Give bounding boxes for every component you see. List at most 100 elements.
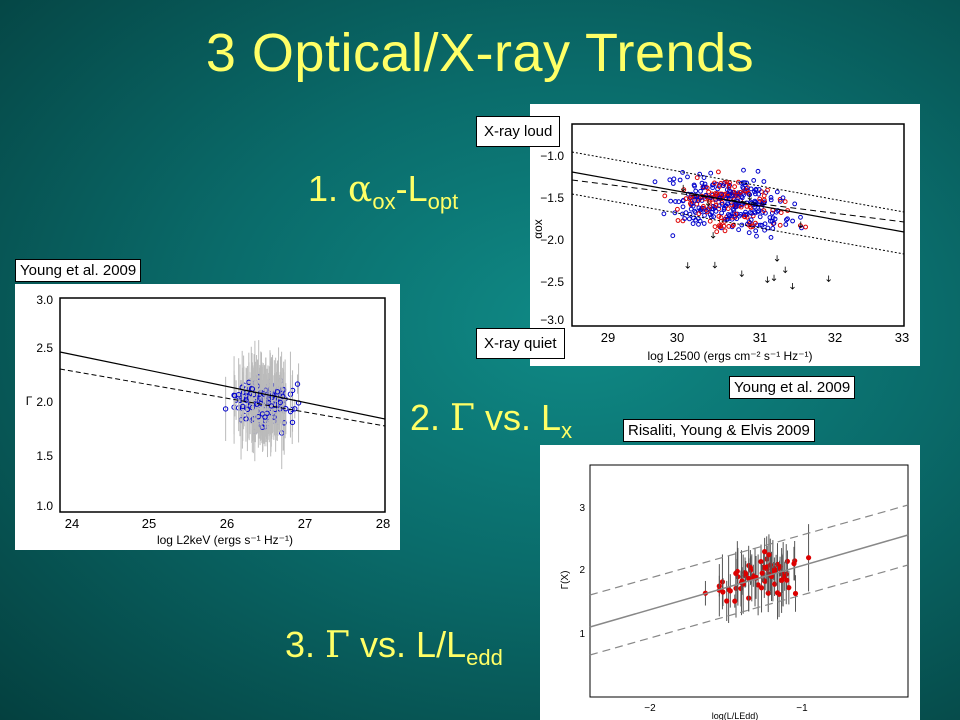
gamma-lx-plot-svg: 3.0 2.5 2.0 1.5 1.0 24 25 26 27 28 log L…: [26, 293, 391, 547]
red-data-point: [722, 228, 728, 234]
blue-data-point: [790, 218, 796, 224]
blue-data-point: [719, 192, 725, 198]
blue-data-point: [703, 208, 709, 213]
blue-data-point: [243, 397, 249, 403]
blue-data-point: [768, 197, 774, 203]
blue-data-point: [262, 414, 268, 420]
red-data-point: [736, 179, 741, 185]
xtick: 32: [828, 330, 842, 345]
ytick: −1.5: [540, 191, 564, 205]
upper-limit-arrow: [739, 270, 745, 278]
blue-data-point: [255, 414, 262, 420]
blue-data-point: [690, 221, 696, 226]
red-data-point: [771, 568, 777, 574]
ytick: 1.5: [36, 449, 53, 463]
red-data-point: [757, 196, 763, 202]
blue-data-point: [783, 222, 789, 227]
upper-limit-arrow: [826, 275, 831, 283]
x-axis-label: log L2keV (ergs s⁻¹ Hz⁻¹): [157, 533, 293, 547]
ytick: 2.5: [36, 341, 53, 355]
red-data-point: [758, 559, 764, 565]
red-data-point: [712, 224, 718, 229]
y-axis-label: Γ: [26, 394, 33, 408]
blue-data-point: [699, 180, 705, 186]
blue-data-point: [708, 170, 714, 176]
blue-data-point: [754, 233, 759, 239]
blue-data-point: [762, 199, 768, 205]
blue-data-point: [748, 186, 754, 192]
slide-title: 3 Optical/X-ray Trends: [205, 23, 755, 83]
blue-data-point: [729, 193, 735, 199]
red-data-point: [662, 193, 668, 199]
upper-limit-arrow: [705, 199, 711, 207]
red-data-point: [706, 199, 712, 204]
blue-data-point: [682, 216, 688, 221]
red-data-point: [733, 570, 739, 576]
red-data-point: [784, 577, 790, 583]
blue-data-point: [753, 191, 758, 197]
blue-data-point: [269, 394, 275, 400]
upper-limit-arrow: [798, 221, 804, 229]
upper-limit-arrow: [680, 184, 686, 192]
blue-data-point: [680, 170, 686, 175]
blue-data-point: [761, 179, 767, 184]
red-data-point: [675, 218, 681, 223]
blue-data-point: [744, 180, 750, 186]
x-axis-label: log L2500 (ergs cm⁻² s⁻¹ Hz⁻¹): [647, 349, 812, 363]
blue-data-point: [769, 218, 775, 224]
blue-data-point: [726, 196, 732, 202]
red-data-point: [746, 575, 752, 582]
red-data-point: [764, 564, 770, 570]
blue-data-point: [725, 216, 731, 222]
upper-limit-arrow: [712, 261, 718, 269]
blue-data-point: [711, 214, 717, 219]
blue-data-point: [739, 180, 744, 186]
upper-limit-arrow: [765, 276, 770, 284]
gamma-symbol: Γ: [450, 398, 476, 439]
xtick: −1: [796, 703, 808, 714]
blue-data-point: [710, 185, 716, 191]
red-data-point: [779, 577, 785, 583]
blue-data-point: [661, 211, 667, 217]
blue-data-point: [713, 208, 719, 214]
blue-data-point: [785, 216, 790, 222]
red-data-point: [744, 188, 750, 193]
y-axis-label: αox: [531, 219, 545, 239]
blue-data-point: [277, 399, 283, 406]
blue-data-point: [289, 419, 296, 426]
blue-data-point: [698, 188, 703, 194]
upper-limit-arrow: [774, 255, 780, 262]
blue-data-point: [668, 198, 674, 204]
red-data-point: [803, 224, 809, 230]
red-data-point: [782, 199, 788, 204]
upper-limit-arrow: [710, 232, 716, 239]
red-data-point: [743, 571, 749, 577]
ytick: −1.0: [540, 149, 564, 163]
blue-data-point: [690, 203, 696, 209]
red-data-point: [737, 190, 743, 195]
xtick: 31: [753, 330, 767, 345]
blue-data-point: [746, 230, 752, 236]
blue-data-point: [693, 188, 699, 194]
blue-data-point: [701, 175, 707, 180]
red-data-point: [777, 222, 783, 228]
ytick: 1.0: [36, 499, 53, 513]
red-data-point: [694, 175, 700, 181]
blue-data-point: [670, 181, 676, 186]
blue-data-point: [784, 217, 789, 223]
red-data-point: [766, 552, 772, 558]
red-data-point: [774, 590, 781, 596]
blue-data-point: [673, 199, 678, 204]
red-data-point: [742, 214, 748, 220]
blue-data-point: [739, 222, 745, 228]
blue-data-point: [746, 219, 752, 225]
red-data-point: [675, 206, 680, 212]
trend-2-number: 2.: [410, 397, 441, 438]
red-data-point: [806, 555, 812, 561]
red-data-point: [782, 573, 788, 579]
xtick: 24: [65, 516, 79, 531]
upper-limit-arrow: [790, 283, 795, 290]
xtick: 25: [142, 516, 156, 531]
blue-data-point: [765, 225, 771, 231]
blue-data-point: [768, 235, 774, 240]
